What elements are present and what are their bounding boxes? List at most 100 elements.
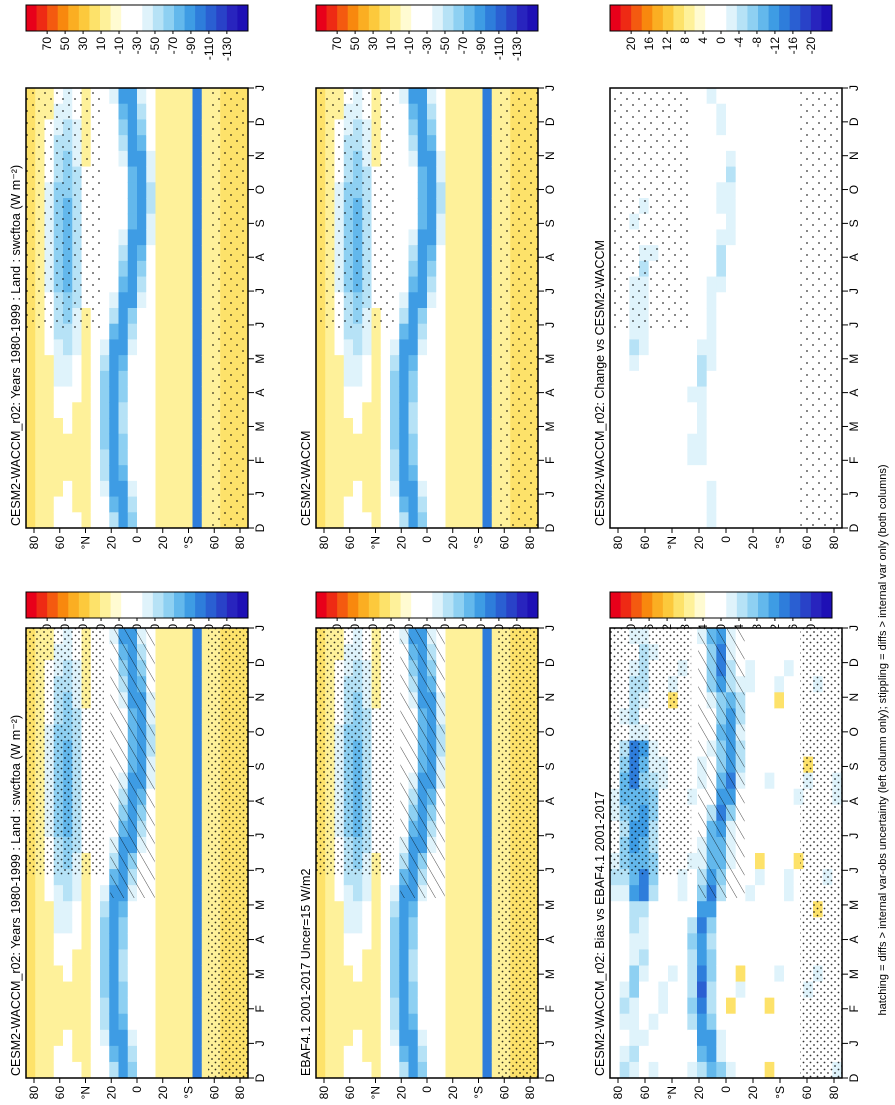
colorbar-swatch [400,5,412,31]
heatmap-cell [164,836,175,854]
heatmap-cell [677,1013,688,1031]
heatmap-cell [735,965,746,983]
heatmap-cell [90,885,101,902]
heatmap-cell [445,756,456,774]
heatmap-cell [687,965,698,983]
heatmap-cell [726,512,737,529]
heatmap-cell [316,465,326,482]
heatmap-cell [399,135,409,152]
heatmap-cell [390,965,400,983]
month-tick-label: J [253,833,267,839]
heatmap-cell [183,628,193,645]
heatmap-cell [325,433,335,450]
heatmap-cell [174,804,184,822]
heatmap-cell [677,917,688,934]
heatmap-cell [454,276,465,293]
heatmap-cell [473,756,483,774]
heatmap-cell [774,182,785,199]
heatmap-cell [454,449,465,466]
heatmap-cell [629,402,640,419]
heatmap-cell [155,88,166,105]
heatmap-cell [697,901,708,918]
heatmap-cell [137,260,147,278]
heatmap-cell [118,119,129,136]
colorbar-swatch [205,5,217,31]
heatmap-cell [445,496,456,513]
heatmap-cell [454,323,465,340]
heatmap-cell [764,370,775,388]
heatmap-cell [436,260,446,278]
heatmap-cell [793,339,804,356]
heatmap-cell [745,1013,756,1031]
heatmap-cell [745,245,756,262]
heatmap-cell [127,166,138,183]
heatmap-cell [100,692,110,709]
heatmap-cell [100,1045,110,1063]
heatmap-cell [464,1013,474,1031]
heatmap-cell [146,949,156,966]
heatmap-cell [399,323,409,340]
heatmap-cell [706,119,717,136]
heatmap-cell [629,1013,640,1031]
heatmap-cell [793,836,804,854]
heatmap-cell [127,276,138,293]
heatmap-cell [109,465,119,482]
heatmap-cell [697,119,708,136]
heatmap-cell [716,323,727,340]
heatmap-cell [26,965,36,983]
heatmap-cell [408,198,419,215]
heatmap-cell [774,1045,785,1063]
heatmap-cell [399,965,409,983]
heatmap-cell [687,628,698,645]
heatmap-cell [109,1029,119,1047]
heatmap-cell [183,869,193,886]
heatmap-cell [174,740,184,758]
heatmap-cell [706,997,717,1015]
lat-tick-label: 60 [638,536,652,550]
heatmap-cell [436,933,446,950]
heatmap-cell [100,676,110,693]
month-tick-label: J [847,85,861,91]
heatmap-cell [53,997,64,1015]
heatmap-cell [464,949,474,966]
heatmap-cell [53,480,64,498]
month-tick-label: J [253,322,267,328]
heatmap-cell [677,480,688,498]
lat-tick-label: 0 [420,536,434,543]
heatmap-cell [716,88,727,105]
heatmap-cell [316,1013,326,1031]
heatmap-cell [325,981,335,999]
heatmap-cell [417,981,428,999]
heatmap-cell [755,496,766,513]
heatmap-cell [735,433,746,450]
month-tick-label: M [543,354,557,364]
heatmap-cell [155,917,166,934]
heatmap-cell [174,402,184,419]
heatmap-cell [334,1029,345,1047]
heatmap-cell [81,1013,92,1031]
heatmap-cell [774,433,785,450]
heatmap-cell [100,740,110,758]
heatmap-cell [26,465,36,482]
heatmap-cell [362,1061,372,1079]
heatmap-cell [648,355,659,372]
month-tick-label: M [253,421,267,431]
heatmap-cell [155,724,166,741]
heatmap-cell [764,1061,775,1079]
heatmap-cell [399,997,409,1015]
heatmap-cell [90,418,101,435]
lat-tick-label: °N [665,536,679,549]
heatmap-cell [109,292,119,309]
heatmap-cell [793,276,804,293]
heatmap-cell [81,997,92,1015]
heatmap-cell [390,292,400,309]
heatmap-cell [793,853,804,870]
heatmap-cell [201,386,212,403]
heatmap-cell [784,213,795,230]
heatmap-cell [408,386,419,403]
heatmap-cell [745,386,756,403]
heatmap-cell [436,229,446,246]
lat-tick-label: 20 [446,536,460,550]
lat-tick-label: °N [369,1086,383,1099]
heatmap-cell [755,166,766,183]
